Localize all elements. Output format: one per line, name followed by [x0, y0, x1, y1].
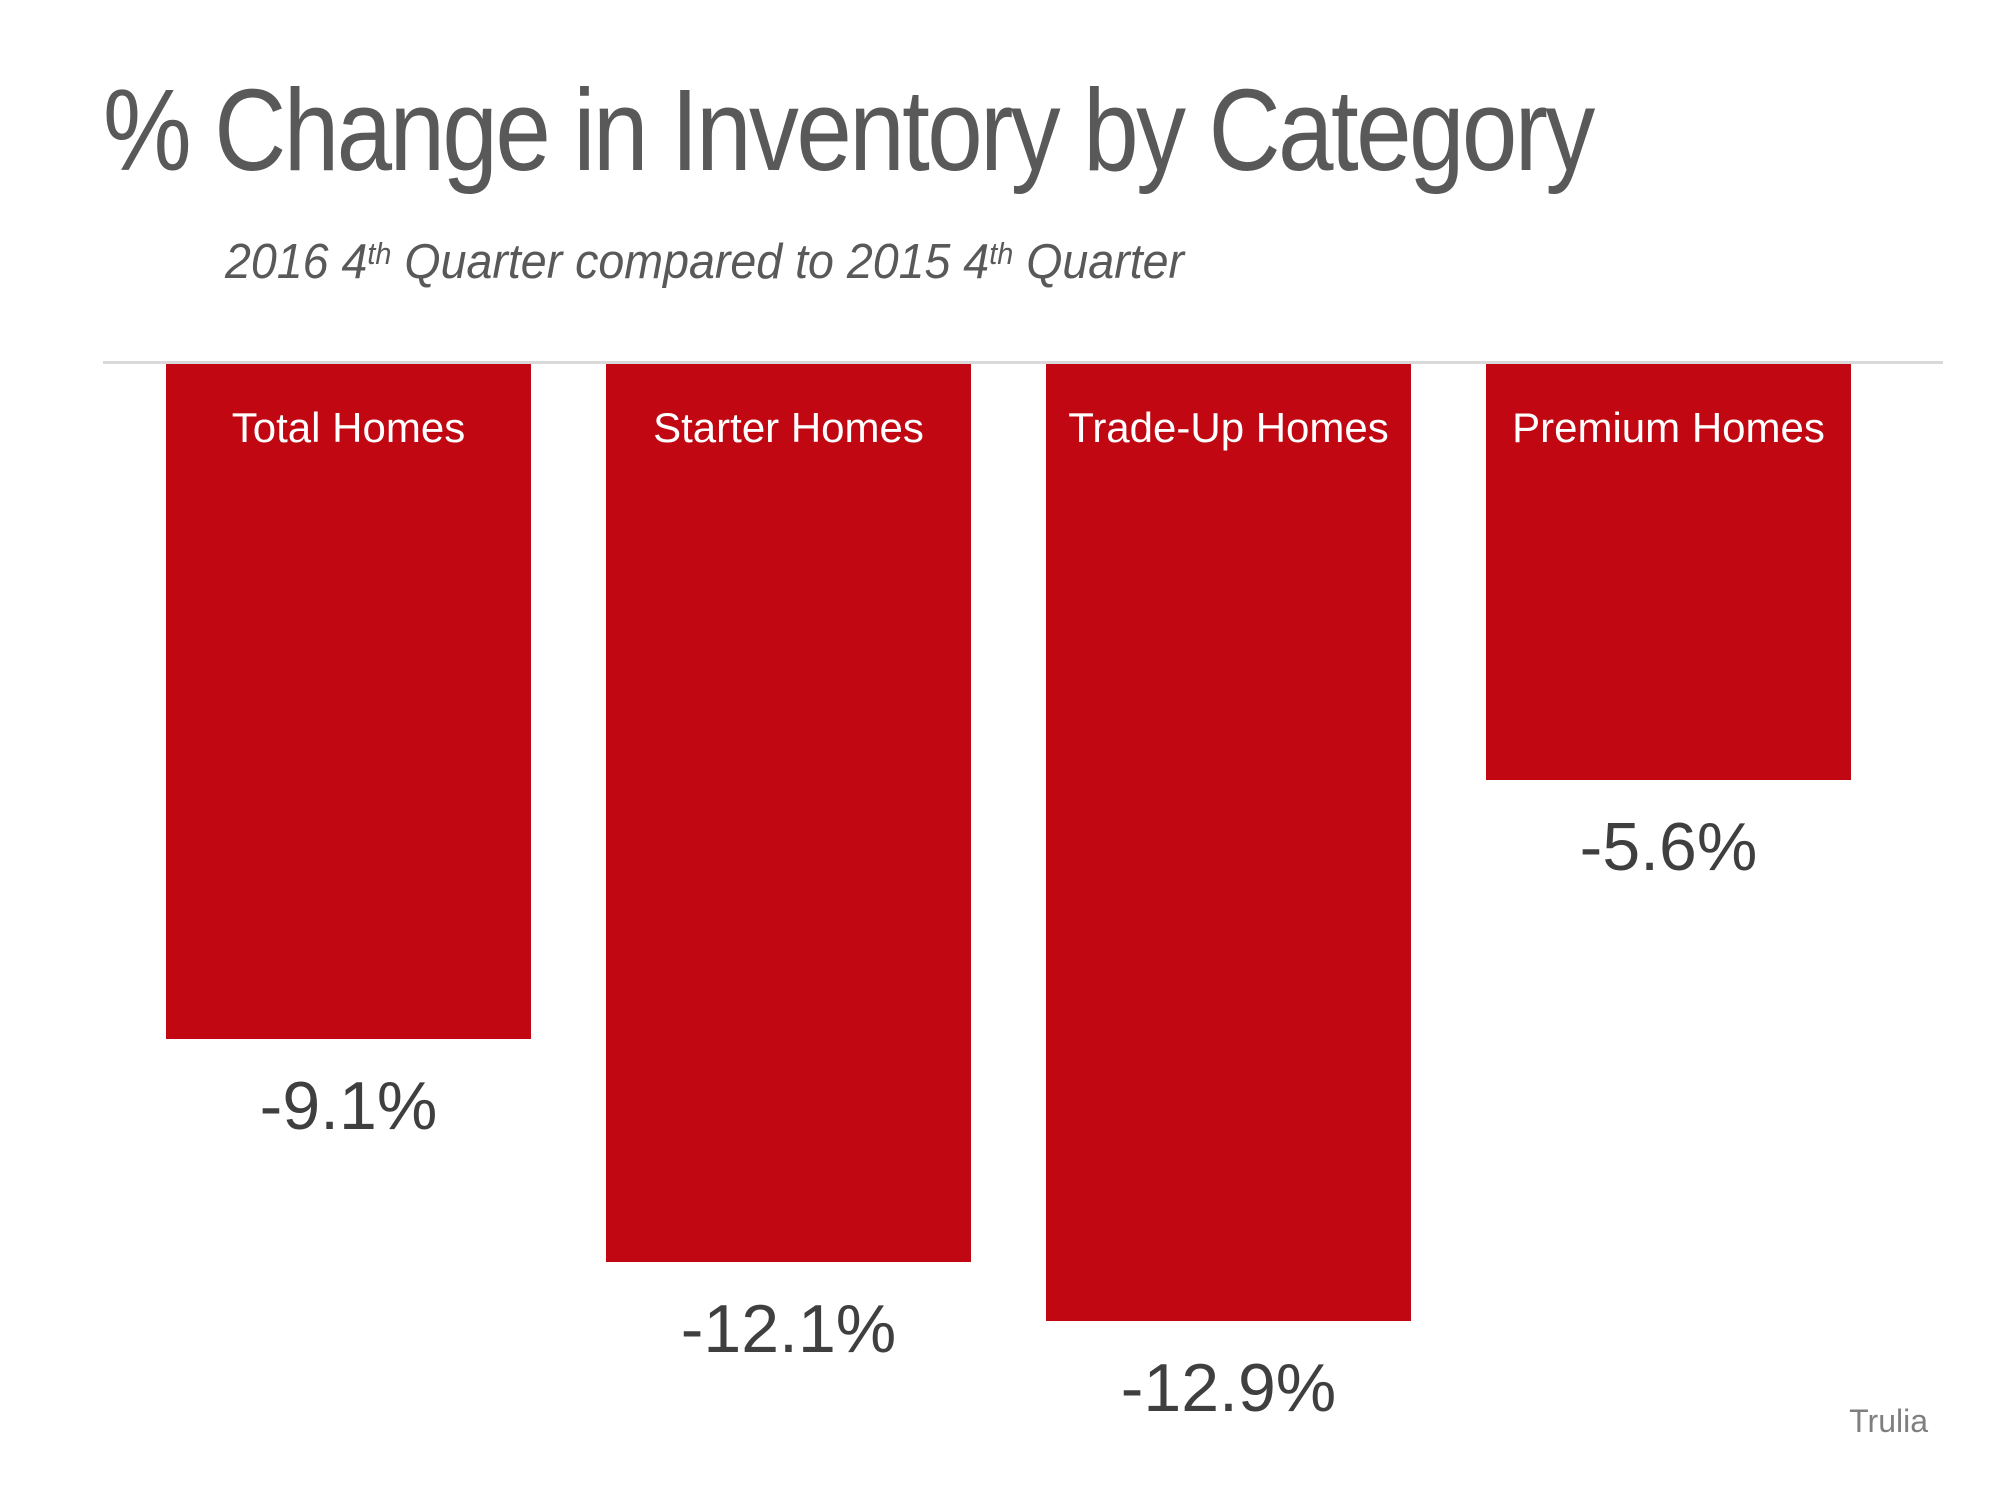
bar-total-homes: Total Homes — [166, 364, 531, 1039]
bar-category-label: Trade-Up Homes — [1068, 404, 1389, 451]
bar-premium-homes: Premium Homes — [1486, 364, 1851, 780]
bar-value-label: -12.1% — [680, 1291, 897, 1367]
bar-value-label: -5.6% — [1579, 809, 1758, 885]
bar-category-label: Starter Homes — [653, 404, 924, 451]
zero-axis-line — [103, 361, 1943, 364]
bar-starter-homes: Starter Homes — [606, 364, 971, 1262]
bar-column: Starter Homes -12.1% — [606, 364, 971, 1368]
bar-category-label: Total Homes — [231, 404, 466, 451]
bar-value-label: -9.1% — [259, 1068, 438, 1144]
subtitle-part: Quarter compared to 2015 4 — [391, 235, 990, 289]
source-attribution: Trulia — [1849, 1403, 1928, 1439]
subtitle-superscript: th — [367, 237, 392, 272]
subtitle-part: 2016 4 — [225, 235, 368, 289]
bar-trade-up-homes: Trade-Up Homes — [1046, 364, 1411, 1321]
bar-column: Trade-Up Homes -12.9% — [1046, 364, 1411, 1427]
bar-series: Total Homes -9.1% Starter Homes -12.1% Trade… — [166, 364, 1851, 1427]
subtitle-superscript: th — [989, 237, 1014, 272]
chart-title: % Change in Inventory by Category — [103, 65, 1595, 195]
chart-subtitle: 2016 4th Quarter compared to 2015 4th Qu… — [225, 235, 1185, 290]
bar-column: Premium Homes -5.6% — [1486, 364, 1851, 886]
subtitle-part: Quarter — [1013, 235, 1185, 289]
bar-category-label: Premium Homes — [1512, 404, 1825, 451]
bar-column: Total Homes -9.1% — [166, 364, 531, 1145]
bar-value-label: -12.9% — [1120, 1350, 1337, 1426]
